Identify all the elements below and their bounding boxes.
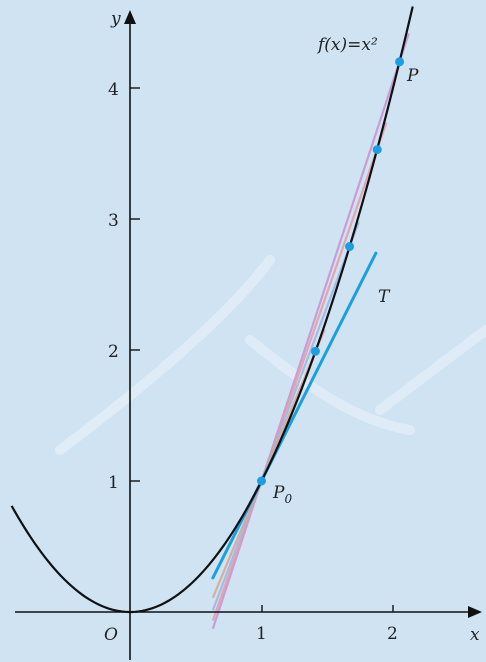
secant-line-3: [211, 221, 360, 611]
axes: [15, 22, 470, 660]
secant-line-2: [211, 122, 388, 621]
origin-label: O: [104, 625, 118, 645]
marked-point-2: [310, 346, 320, 356]
marked-point-5: [395, 57, 405, 67]
x-tick-label-1: 1: [256, 624, 267, 644]
point-p0-subscript: 0: [284, 492, 292, 506]
y-axis-label: y: [110, 9, 121, 29]
tangent-label: T: [378, 287, 391, 307]
tangent-line: [211, 251, 378, 580]
point-p0-label: P0: [272, 483, 292, 506]
y-tick-label-4: 4: [108, 80, 119, 100]
x-tick-label-2: 2: [387, 624, 398, 644]
marked-point-1: [257, 476, 266, 486]
secant-lines: [211, 33, 410, 630]
y-tick-label-2: 2: [108, 342, 119, 362]
y-axis-ticks: [130, 87, 140, 482]
y-tick-label-1: 1: [108, 473, 119, 493]
x-axis-arrow: [468, 606, 482, 618]
marked-point-4: [372, 145, 382, 155]
function-label: f(x)=x²: [316, 35, 378, 55]
x-axis-ticks: [261, 605, 394, 612]
y-tick-label-3: 3: [108, 211, 119, 231]
marked-points: [257, 57, 405, 486]
watermark: [55, 255, 486, 455]
marked-point-3: [345, 242, 355, 252]
x-axis-label: x: [470, 625, 480, 645]
point-p0-letter: P: [272, 483, 285, 503]
parabola-curve: [10, 6, 414, 614]
y-axis-arrow: [124, 10, 136, 24]
point-p-label: P: [406, 66, 419, 86]
